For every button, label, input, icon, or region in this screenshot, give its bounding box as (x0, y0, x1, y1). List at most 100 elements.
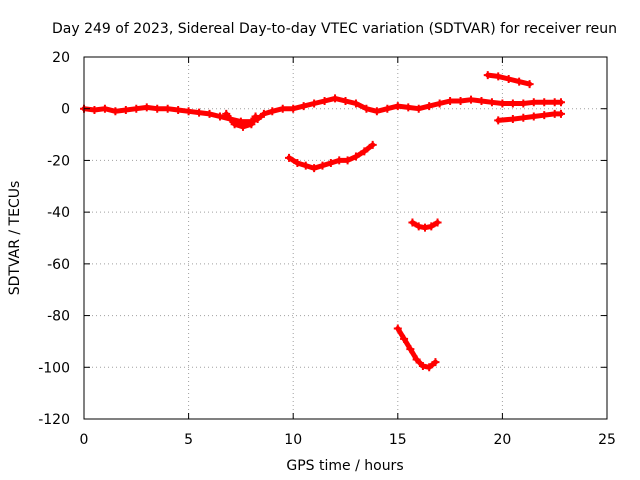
data-point (404, 103, 413, 112)
data-point (529, 112, 538, 121)
data-point (259, 109, 268, 118)
data-point (251, 112, 260, 121)
data-point (446, 96, 455, 105)
data-point (368, 140, 377, 149)
data-point (335, 156, 344, 165)
y-tick-label: 20 (52, 50, 70, 66)
y-tick-label: 0 (61, 102, 70, 118)
data-point (498, 99, 507, 108)
data-point (111, 107, 120, 116)
data-point (222, 109, 231, 118)
data-point (351, 99, 360, 108)
data-point (525, 80, 534, 89)
data-point (427, 222, 436, 231)
x-tick-label: 0 (80, 432, 89, 448)
x-tick-label: 20 (493, 432, 511, 448)
y-tick-label: -20 (47, 153, 70, 169)
data-point (247, 120, 256, 129)
data-point (341, 96, 350, 105)
data-point (310, 164, 319, 173)
x-tick-label: 25 (598, 432, 616, 448)
data-point (362, 104, 371, 113)
data-point (540, 98, 549, 107)
data-point (477, 96, 486, 105)
x-tick-label: 15 (389, 432, 407, 448)
data-point (515, 77, 524, 86)
data-point (153, 104, 162, 113)
series-dip-100 (393, 324, 440, 372)
data-point (425, 102, 434, 111)
data-point (420, 223, 429, 232)
data-point (268, 107, 277, 116)
x-tick-label: 10 (284, 432, 302, 448)
data-point (504, 74, 513, 83)
data-point (205, 109, 214, 118)
y-tick-label: -40 (47, 205, 70, 221)
data-point (383, 104, 392, 113)
data-point (519, 99, 528, 108)
data-point (343, 156, 352, 165)
data-point (121, 106, 130, 115)
data-point (414, 222, 423, 231)
series-dip-20 (285, 140, 377, 173)
data-point (456, 96, 465, 105)
data-point (412, 355, 421, 364)
data-point (406, 345, 415, 354)
data-point (556, 98, 565, 107)
data-point (393, 102, 402, 111)
x-tick-label: 5 (184, 432, 193, 448)
data-point (393, 324, 402, 333)
data-point (519, 113, 528, 122)
data-point (142, 103, 151, 112)
data-point (400, 334, 409, 343)
data-point (293, 159, 302, 168)
data-point (408, 218, 417, 227)
data-point (467, 95, 476, 104)
data-point (351, 152, 360, 161)
data-series (80, 71, 565, 372)
data-point (215, 112, 224, 121)
data-point (285, 153, 294, 162)
data-point (483, 71, 492, 80)
data-point (184, 107, 193, 116)
data-point (431, 358, 440, 367)
y-axis-label: SDTVAR / TECUs (7, 181, 23, 296)
data-point (195, 108, 204, 117)
data-point (174, 106, 183, 115)
series-late-upper (483, 71, 534, 89)
data-point (494, 72, 503, 81)
data-point (433, 218, 442, 227)
data-point (230, 120, 239, 129)
data-point (163, 104, 172, 113)
data-point (289, 104, 298, 113)
data-point (299, 102, 308, 111)
data-point (435, 99, 444, 108)
data-point (508, 99, 517, 108)
data-point (540, 111, 549, 120)
y-tick-label: -80 (47, 309, 70, 325)
data-point (301, 161, 310, 170)
data-point (238, 122, 247, 131)
data-point (494, 116, 503, 125)
data-point (331, 94, 340, 103)
data-point (278, 104, 287, 113)
y-tick-label: -120 (38, 412, 70, 428)
grid-lines (84, 57, 607, 419)
chart-title: Day 249 of 2023, Sidereal Day-to-day VTE… (52, 21, 617, 37)
axis-ticks: 0 5 10 15 20 25 -120 -100 -80 -60 -40 -20 0 20 (38, 50, 616, 448)
data-point (360, 147, 369, 156)
y-tick-label: -60 (47, 257, 70, 273)
data-point (100, 104, 109, 113)
data-point (320, 96, 329, 105)
data-point (556, 109, 565, 118)
data-point (90, 106, 99, 115)
data-point (508, 115, 517, 124)
data-point (310, 99, 319, 108)
series-dip-44 (408, 218, 442, 232)
x-axis-label: GPS time / hours (286, 458, 403, 474)
y-tick-label: -100 (38, 360, 70, 376)
data-point (425, 363, 434, 372)
data-point (487, 98, 496, 107)
